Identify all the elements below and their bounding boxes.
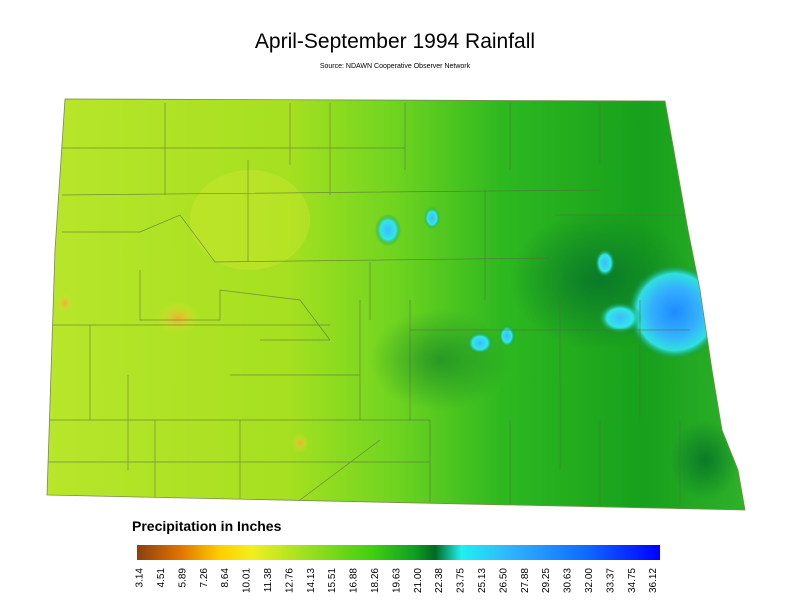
legend-tick-label: 8.64 [220, 568, 231, 588]
legend-tick-label: 19.63 [391, 568, 402, 593]
legend-tick-label: 15.51 [327, 568, 338, 593]
legend-tick-label: 27.88 [520, 568, 531, 593]
source: Source: NDAWN Cooperative Observer Netwo… [320, 63, 471, 70]
legend-tick-label: 4.51 [156, 568, 167, 588]
legend-tick-label: 34.75 [627, 568, 638, 593]
legend-tick-label: 5.89 [177, 568, 188, 588]
legend-tick-label: 3.14 [135, 568, 146, 588]
legend-tick-label: 21.00 [413, 568, 424, 593]
legend-tick-label: 36.12 [648, 568, 659, 593]
legend-tick-label: 30.63 [563, 568, 574, 593]
legend-tick-label: 16.88 [349, 568, 360, 593]
legend-tick-label: 22.38 [434, 568, 445, 593]
legend-tick-label: 25.13 [477, 568, 488, 593]
color-bar [137, 545, 660, 560]
legend-tick-label: 26.50 [498, 568, 509, 593]
legend-tick-label: 23.75 [456, 568, 467, 593]
legend-tick-label: 11.38 [263, 568, 274, 593]
rainfall-map [47, 99, 745, 510]
legend-title: Precipitation in Inches [132, 518, 282, 534]
legend-ticks: 3.14 4.51 5.89 7.26 8.64 10.01 11.38 12.76 14.13… [135, 568, 660, 593]
legend-tick-label: 18.26 [370, 568, 381, 593]
title: April-September 1994 Rainfall [255, 30, 535, 53]
legend-tick-label: 33.37 [605, 568, 616, 593]
legend-tick-label: 7.26 [199, 568, 210, 588]
state-outline [46, 98, 746, 511]
legend-tick-label: 12.76 [284, 568, 295, 593]
legend-tick-label: 14.13 [306, 568, 317, 593]
legend-tick-label: 32.00 [584, 568, 595, 593]
legend-tick-label: 10.01 [242, 568, 253, 593]
legend-tick-label: 29.25 [541, 568, 552, 593]
